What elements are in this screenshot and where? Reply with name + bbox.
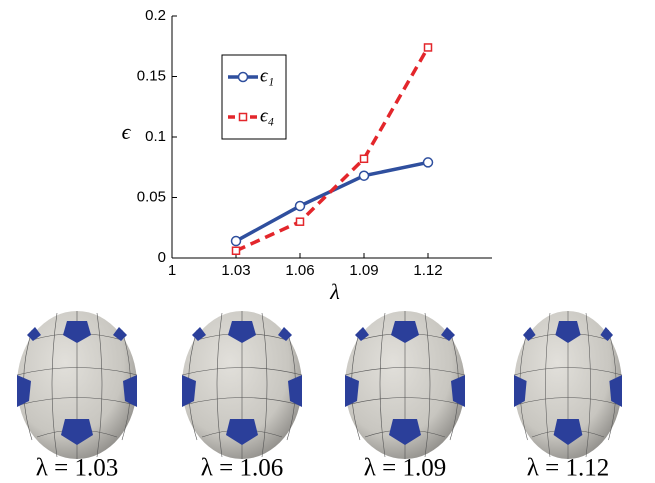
x-tick-label: 1.06 [285,262,314,279]
x-tick-label: 1 [168,262,176,279]
marker [297,218,304,225]
y-axis-label: ϵ [122,119,132,144]
figure: λ = 1.03 λ = 1.06 λ = 1.09 λ = 1.12 λ ϵ … [0,0,655,483]
y-tick-label: 0.15 [137,67,166,84]
marker [296,201,305,210]
marker [240,114,247,121]
series-line [236,162,428,241]
marker [360,171,369,180]
caption: λ = 1.03 [36,455,118,482]
x-axis-label: λ [329,279,340,304]
legend-label: ϵ₁ [260,65,274,86]
legend-label: ϵ₄ [260,105,274,126]
marker [239,73,248,82]
x-tick-label: 1.03 [221,262,250,279]
marker [233,247,240,254]
shape-image [17,311,137,459]
shape-image [345,311,465,459]
caption: λ = 1.09 [364,455,446,482]
legend-box [222,55,286,139]
marker [424,158,433,167]
marker [425,44,432,51]
plot: 0 0.05 0.1 0.15 0.2 1 1.03 1.06 1.09 1.12 ϵ₁ ϵ₄ [137,7,492,279]
y-tick-label: 0.1 [145,128,166,145]
y-tick-label: 0.2 [145,7,166,24]
y-tick-label: 0 [158,249,166,266]
y-tick-label: 0.05 [137,188,166,205]
x-tick-label: 1.09 [349,262,378,279]
shape-image [182,311,302,459]
marker [232,237,241,246]
caption: λ = 1.06 [201,455,283,482]
x-tick-label: 1.12 [413,262,442,279]
shape-image [514,311,622,459]
marker [361,155,368,162]
legend: ϵ₁ ϵ₄ [222,55,286,139]
caption: λ = 1.12 [527,455,609,482]
